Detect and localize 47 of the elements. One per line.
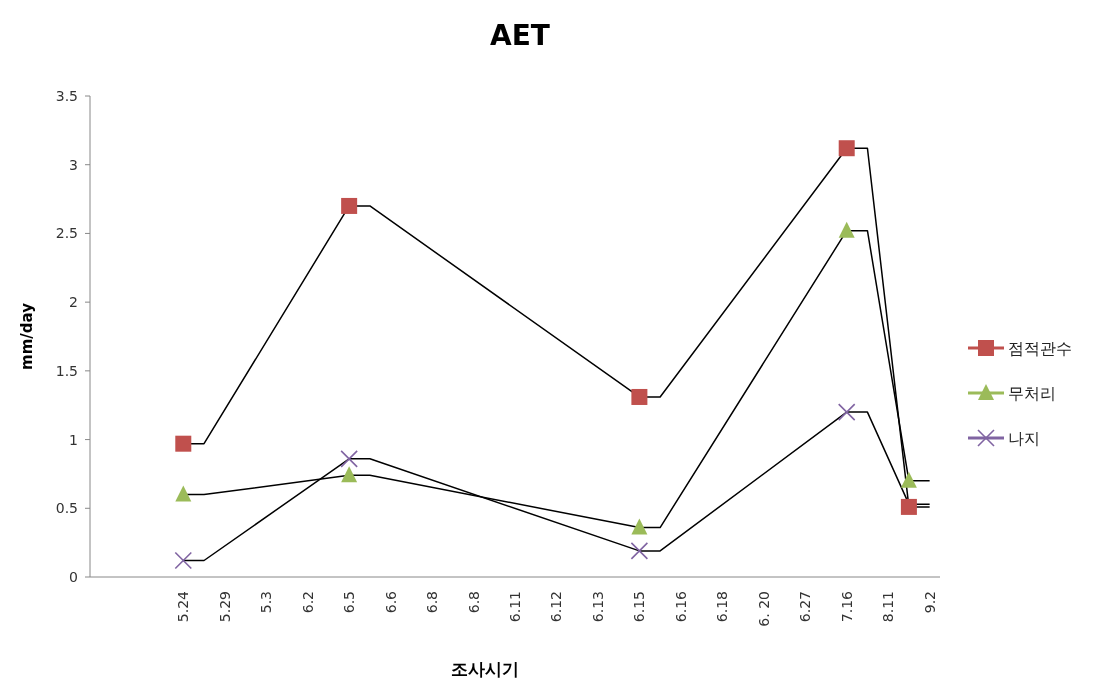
point: [630, 542, 649, 560]
y-tick-label: 0.5: [55, 500, 78, 517]
point: [341, 466, 358, 483]
point: [631, 518, 648, 535]
y-tick-label: 2: [69, 294, 78, 311]
x-axis-title: 조사시기: [451, 659, 519, 679]
x-tick-label: 6.15: [631, 591, 648, 623]
point: [838, 221, 855, 238]
x-tick-label: 6.6: [382, 590, 399, 614]
point: [340, 450, 358, 468]
x-tick-label: 9.2: [921, 591, 938, 614]
x-tick-label: 6.16: [672, 590, 689, 623]
y-tick-label: 1: [69, 431, 78, 448]
point: [838, 140, 855, 157]
x-tick-label: 7.16: [838, 590, 855, 623]
point: [631, 388, 648, 405]
x-tick-label: 6.13: [589, 591, 606, 623]
x-tick-label: 5.29: [216, 591, 233, 623]
x-tick-label: 6.18: [714, 591, 731, 623]
point: [175, 485, 192, 502]
legend-label: 무처리: [1008, 384, 1056, 403]
y-tick-label: 2.5: [55, 225, 78, 242]
x-tick-label: 6.8: [465, 591, 482, 614]
point: [174, 551, 193, 570]
y-tick-label: 0: [69, 569, 78, 585]
point: [837, 403, 856, 421]
y-tick-label: 1.5: [55, 362, 78, 379]
y-tick-label: 3.5: [55, 88, 78, 104]
legend-label: 나지: [1008, 429, 1040, 448]
x-tick-label: 6. 20: [755, 591, 772, 627]
chart-title: AET: [490, 19, 550, 52]
x-tick-label: 5.3: [258, 591, 275, 614]
legend-label: 점적관수: [1008, 339, 1072, 358]
x-tick-label: 6.27: [797, 591, 814, 623]
x-tick-label: 5.24: [175, 590, 192, 623]
y-tick-label: 3: [69, 156, 78, 173]
x-tick-label: 8.11: [880, 591, 897, 623]
x-tick-label: 6.5: [341, 591, 358, 614]
point: [175, 435, 192, 452]
point: [341, 197, 358, 214]
x-tick-label: 6.11: [507, 591, 523, 623]
point: [900, 498, 917, 515]
x-tick-label: 6.2: [299, 591, 316, 614]
x-tick-label: 6.8: [424, 591, 441, 614]
x-tick-label: 6.12: [548, 591, 565, 623]
y-axis-title: mm/day: [18, 302, 36, 370]
point: [900, 471, 917, 488]
